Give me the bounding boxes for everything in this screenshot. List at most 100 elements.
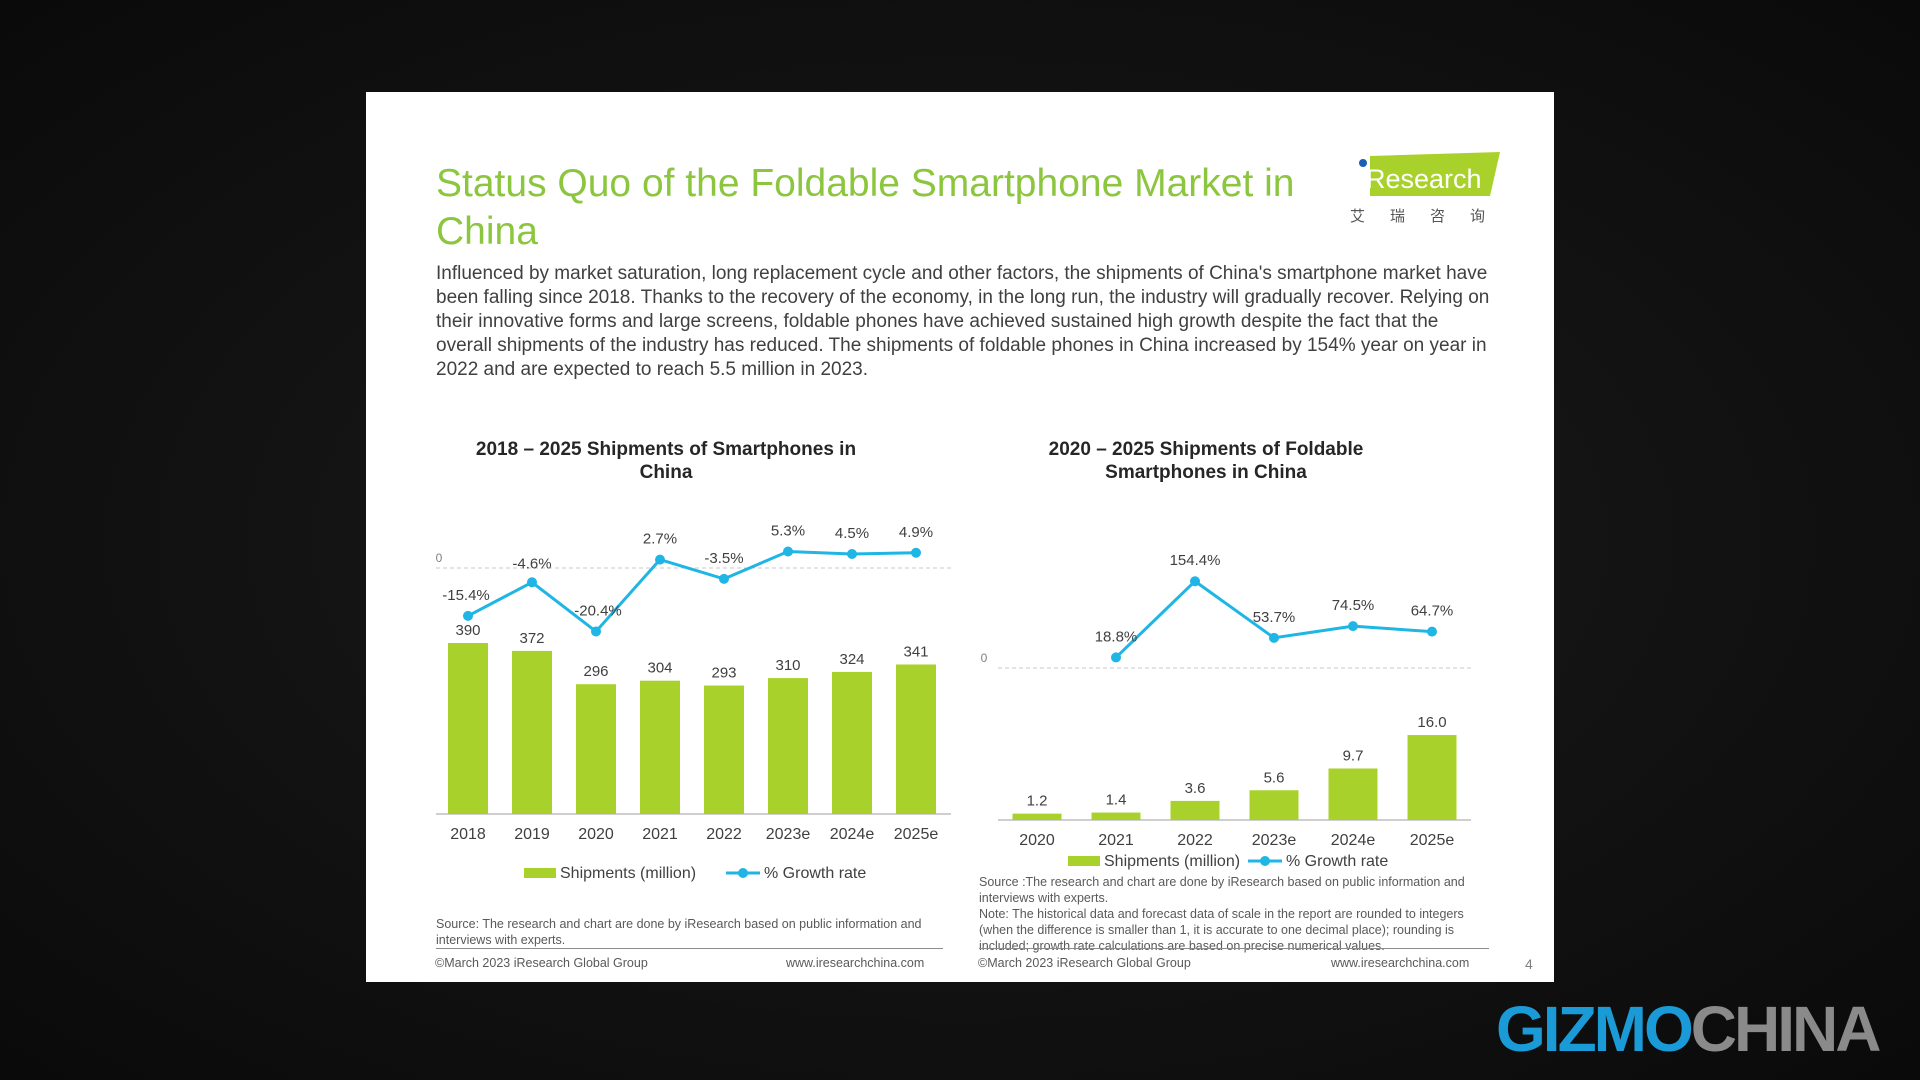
bar-value-label-2019: 372 xyxy=(519,630,544,647)
bar-value-label-2021: 304 xyxy=(647,660,672,677)
smartphone-shipments-chart: 0 390 372 296 304 293 310 324 341 2018 2019 2020 202… xyxy=(436,523,951,882)
growth-label-2020: -20.4% xyxy=(574,602,622,619)
footer-url-left[interactable]: www.iresearchchina.com xyxy=(786,956,925,970)
bar-2019 xyxy=(512,650,552,814)
logo-banner-shape xyxy=(1370,152,1500,196)
logo-chinese-text: 艾瑞咨询 xyxy=(1350,208,1511,225)
growth-label-2021: 2.7% xyxy=(643,531,677,548)
growth-label-2023e: 53.7% xyxy=(1253,609,1296,626)
bar-2020 xyxy=(576,684,616,814)
slide: Status Quo of the Foldable Smartphone Ma… xyxy=(366,92,1554,982)
footer-copyright-left: ©March 2023 iResearch Global Group xyxy=(435,956,648,970)
foldable-shipments-chart: 0 1.2 1.4 3.6 5.6 9.7 16.0 2020 2021 2022 2023e 202… xyxy=(981,552,1471,870)
chart1-title: 2018 – 2025 Shipments of Smartphones in … xyxy=(475,439,857,483)
footer-copyright-right: ©March 2023 iResearch Global Group xyxy=(978,956,1191,970)
bar-value-label-2024e: 9.7 xyxy=(1343,747,1364,764)
growth-point-2022 xyxy=(719,573,729,584)
growth-label-2025e: 64.7% xyxy=(1411,603,1454,620)
chart2-source-note: Source :The research and chart are done … xyxy=(979,875,1465,953)
x-tick-label-2019: 2019 xyxy=(514,826,550,843)
chart1-source: Source: The research and chart are done … xyxy=(436,917,922,947)
x-tick-label-2025e: 2025e xyxy=(1410,832,1455,849)
footer-divider-left xyxy=(436,948,943,949)
growth-point-2025e xyxy=(1427,626,1437,637)
x-tick-label-2024e: 2024e xyxy=(1331,832,1376,849)
footer-url-right[interactable]: www.iresearchchina.com xyxy=(1331,956,1470,970)
bar-2025e xyxy=(896,664,936,814)
growth-axis-zero-label: 0 xyxy=(981,651,988,665)
bar-2018 xyxy=(448,642,488,814)
bar-value-label-2024e: 324 xyxy=(839,651,864,668)
growth-axis-zero-label: 0 xyxy=(436,551,443,565)
growth-label-2021: 18.8% xyxy=(1095,628,1138,645)
bar-2021 xyxy=(1091,812,1141,820)
x-tick-label-2021: 2021 xyxy=(642,826,678,843)
growth-label-2024e: 4.5% xyxy=(835,525,869,542)
bar-value-label-2020: 1.2 xyxy=(1027,793,1048,810)
bar-value-label-2018: 390 xyxy=(455,622,480,639)
bar-value-label-2023e: 310 xyxy=(775,657,800,674)
watermark-part1: GIZMO xyxy=(1496,993,1694,1065)
x-tick-label-2021: 2021 xyxy=(1098,832,1134,849)
growth-point-2021 xyxy=(1111,652,1121,663)
bar-2025e xyxy=(1407,735,1457,820)
growth-label-2018: -15.4% xyxy=(442,587,490,604)
x-tick-label-2022: 2022 xyxy=(1177,832,1213,849)
bar-value-label-2021: 1.4 xyxy=(1106,792,1127,809)
logo-text: iResearch xyxy=(1360,164,1482,194)
growth-rate-line xyxy=(467,550,917,634)
legend-bar-label: Shipments (million) xyxy=(560,865,696,882)
bar-2024e xyxy=(1328,768,1378,820)
growth-point-2025e xyxy=(911,547,921,558)
growth-label-2023e: 5.3% xyxy=(771,523,805,540)
bar-2022 xyxy=(704,685,744,814)
page-number: 4 xyxy=(1525,956,1533,972)
iresearch-logo: iResearch xyxy=(1359,152,1500,196)
bar-value-label-2023e: 5.6 xyxy=(1264,769,1285,786)
x-tick-label-2020: 2020 xyxy=(1019,832,1055,849)
growth-point-2023e xyxy=(1269,632,1279,643)
growth-point-2022 xyxy=(1190,576,1200,587)
bar-2022 xyxy=(1170,800,1220,820)
x-tick-label-2023e: 2023e xyxy=(1252,832,1297,849)
bar-2023e xyxy=(1249,790,1299,820)
growth-point-2019 xyxy=(527,577,537,588)
bar-value-label-2020: 296 xyxy=(583,663,608,680)
x-tick-label-2024e: 2024e xyxy=(830,826,875,843)
legend-bar-swatch xyxy=(1068,856,1100,866)
growth-point-2020 xyxy=(591,626,601,637)
growth-label-2024e: 74.5% xyxy=(1332,597,1375,614)
bar-value-label-2025e: 341 xyxy=(903,643,928,660)
bar-value-label-2022: 293 xyxy=(711,665,736,682)
bar-2021 xyxy=(640,680,680,814)
x-tick-label-2020: 2020 xyxy=(578,826,614,843)
chart2-title: 2020 – 2025 Shipments of Foldable Smartp… xyxy=(1048,439,1364,483)
growth-label-2022: 154.4% xyxy=(1170,552,1221,569)
intro-paragraph: Influenced by market saturation, long re… xyxy=(436,263,1490,380)
legend-bar-swatch xyxy=(524,868,556,878)
bar-2024e xyxy=(832,671,872,814)
x-tick-label-2025e: 2025e xyxy=(894,826,939,843)
legend-line-label: % Growth rate xyxy=(764,865,866,882)
slide-title: Status Quo of the Foldable Smartphone Ma… xyxy=(436,162,1295,253)
growth-point-2024e xyxy=(1348,621,1358,632)
growth-point-2021 xyxy=(655,554,665,565)
bar-2023e xyxy=(768,678,808,814)
growth-point-2023e xyxy=(783,546,793,557)
watermark-part2: CHINA xyxy=(1690,993,1882,1065)
logo-dot xyxy=(1359,159,1367,167)
x-tick-label-2023e: 2023e xyxy=(766,826,811,843)
growth-label-2022: -3.5% xyxy=(704,550,743,567)
legend-line-marker xyxy=(1260,856,1270,866)
growth-point-2024e xyxy=(847,549,857,560)
gizmochina-watermark: GIZMOCHINA xyxy=(1496,992,1882,1066)
growth-label-2019: -4.6% xyxy=(512,555,551,572)
legend-bar-label: Shipments (million) xyxy=(1104,853,1240,870)
x-tick-label-2022: 2022 xyxy=(706,826,742,843)
bar-value-label-2022: 3.6 xyxy=(1185,780,1206,797)
bar-value-label-2025e: 16.0 xyxy=(1417,714,1446,731)
legend-line-label: % Growth rate xyxy=(1286,853,1388,870)
bar-2020 xyxy=(1012,813,1062,820)
x-tick-label-2018: 2018 xyxy=(450,826,486,843)
legend-line-marker xyxy=(738,868,748,878)
